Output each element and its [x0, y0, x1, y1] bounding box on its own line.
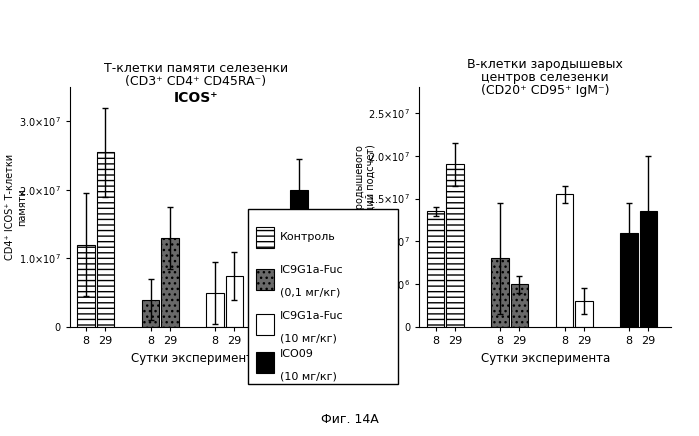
- Bar: [426, 211, 445, 327]
- FancyBboxPatch shape: [256, 314, 274, 335]
- Text: (CD20⁺ CD95⁺ IgM⁻): (CD20⁺ CD95⁺ IgM⁻): [481, 84, 610, 97]
- Text: Контроль: Контроль: [280, 232, 336, 242]
- Text: Фиг. 14А: Фиг. 14А: [321, 413, 378, 426]
- Y-axis label: CD4⁺ ICOS⁺ Т-клетки
памяти: CD4⁺ ICOS⁺ Т-клетки памяти: [6, 154, 27, 260]
- Text: (0,1 мг/кг): (0,1 мг/кг): [280, 288, 340, 298]
- FancyBboxPatch shape: [248, 209, 398, 384]
- Bar: [77, 245, 95, 327]
- Bar: [161, 238, 179, 327]
- Text: (10 мг/кг): (10 мг/кг): [280, 334, 337, 343]
- Bar: [620, 233, 638, 327]
- Bar: [491, 259, 509, 327]
- Text: ICOS⁺: ICOS⁺: [173, 92, 218, 106]
- Bar: [226, 276, 243, 327]
- Text: IC9G1a-Fuc: IC9G1a-Fuc: [280, 266, 343, 275]
- Bar: [206, 293, 224, 327]
- FancyBboxPatch shape: [256, 269, 274, 290]
- Bar: [556, 194, 573, 327]
- Bar: [142, 300, 159, 327]
- Text: В-клетки зародышевых: В-клетки зародышевых: [468, 58, 623, 71]
- Text: центров селезенки: центров селезенки: [482, 71, 609, 84]
- Bar: [271, 252, 289, 327]
- Text: (CD3⁺ CD4⁺ CD45RA⁻): (CD3⁺ CD4⁺ CD45RA⁻): [125, 75, 266, 88]
- Text: Т-клетки памяти селезенки: Т-клетки памяти селезенки: [103, 62, 288, 75]
- Bar: [575, 301, 593, 327]
- Text: ICO09: ICO09: [280, 349, 314, 359]
- X-axis label: Сутки эксперимента: Сутки эксперимента: [131, 351, 260, 364]
- Text: IC9G1a-Fuc: IC9G1a-Fuc: [280, 311, 343, 320]
- Bar: [96, 152, 114, 327]
- FancyBboxPatch shape: [256, 227, 274, 248]
- Bar: [640, 211, 657, 327]
- Y-axis label: В-клетки зародышевого
центра (общий подсчет): В-клетки зародышевого центра (общий подс…: [354, 144, 376, 270]
- X-axis label: Сутки эксперимента: Сутки эксперимента: [481, 351, 610, 364]
- FancyBboxPatch shape: [256, 352, 274, 373]
- Bar: [510, 284, 528, 327]
- Text: (10 мг/кг): (10 мг/кг): [280, 372, 337, 382]
- Bar: [446, 164, 463, 327]
- Bar: [290, 190, 308, 327]
